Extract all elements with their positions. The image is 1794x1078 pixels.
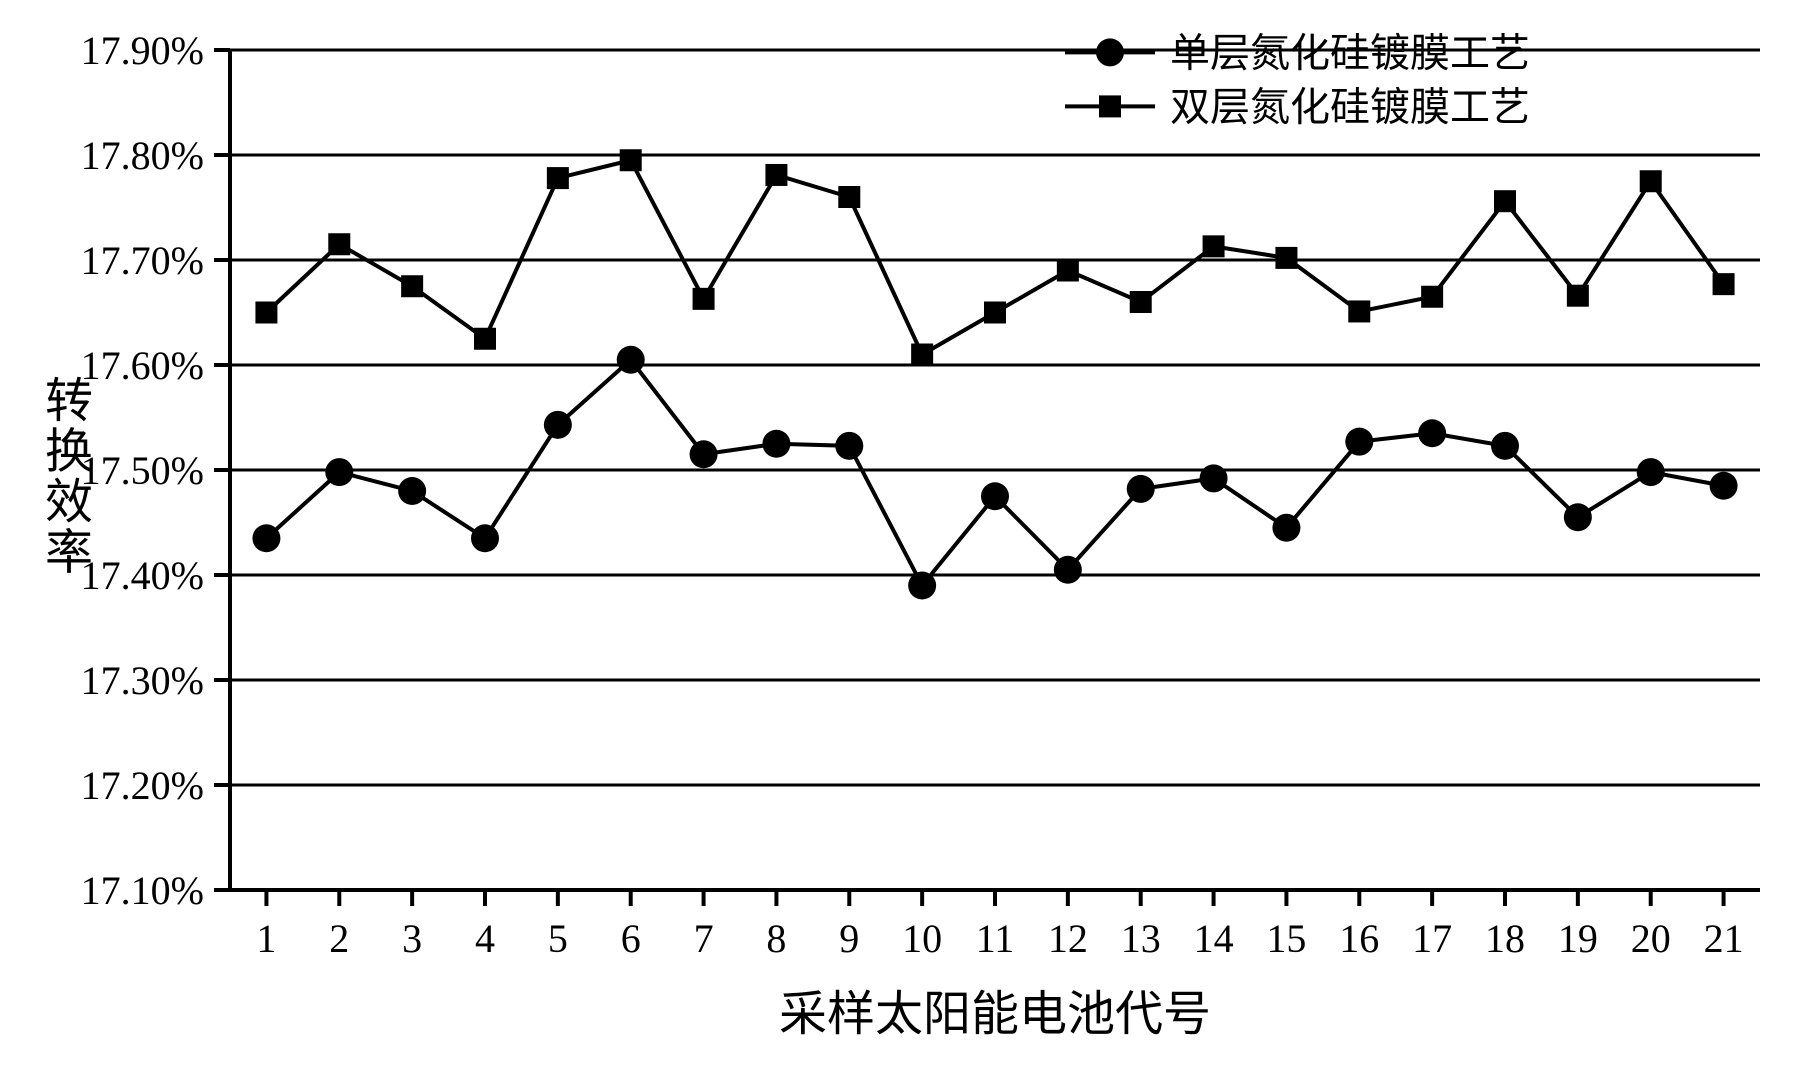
x-tick-label: 7 [694, 916, 714, 961]
line-chart: 17.10% 17.20% 17.30% 17.40% 17.50% 17.60% 17.7… [0, 0, 1794, 1078]
x-tick-label: 18 [1485, 916, 1525, 961]
y-tick-label: 17.40% [81, 553, 204, 598]
x-tick-label: 14 [1194, 916, 1234, 961]
x-tick-label: 3 [402, 916, 422, 961]
x-tick-label: 13 [1121, 916, 1161, 961]
x-tick-label: 5 [548, 916, 568, 961]
x-tick-label: 9 [839, 916, 859, 961]
x-tick-label: 20 [1631, 916, 1671, 961]
x-tick-label: 21 [1704, 916, 1744, 961]
y-tick-label: 17.10% [81, 868, 204, 913]
chart-svg: 17.10% 17.20% 17.30% 17.40% 17.50% 17.60% 17.7… [0, 0, 1794, 1078]
x-tick-label: 12 [1048, 916, 1088, 961]
y-tick-label: 17.80% [81, 133, 204, 178]
legend-label-0: 单层氮化硅镀膜工艺 [1170, 30, 1530, 75]
x-tick-label: 19 [1558, 916, 1598, 961]
y-tick-label: 17.90% [81, 28, 204, 73]
y-axis-label: 转换效率 [45, 375, 93, 579]
x-tick-label: 8 [766, 916, 786, 961]
x-tick-label: 6 [621, 916, 641, 961]
legend-label-1: 双层氮化硅镀膜工艺 [1170, 84, 1530, 129]
y-tick-label: 17.70% [81, 238, 204, 283]
x-tick-label: 16 [1339, 916, 1379, 961]
y-tick-label: 17.20% [81, 763, 204, 808]
x-tick-label: 10 [902, 916, 942, 961]
x-axis-label: 采样太阳能电池代号 [779, 988, 1211, 1041]
x-tick-label: 17 [1412, 916, 1452, 961]
x-tick-label: 1 [256, 916, 276, 961]
y-tick-label: 17.60% [81, 343, 204, 388]
y-tick-label: 17.30% [81, 658, 204, 703]
x-tick-label: 4 [475, 916, 495, 961]
x-tick-label: 15 [1266, 916, 1306, 961]
x-tick-label: 11 [976, 916, 1015, 961]
x-tick-label: 2 [329, 916, 349, 961]
y-tick-label: 17.50% [81, 448, 204, 493]
